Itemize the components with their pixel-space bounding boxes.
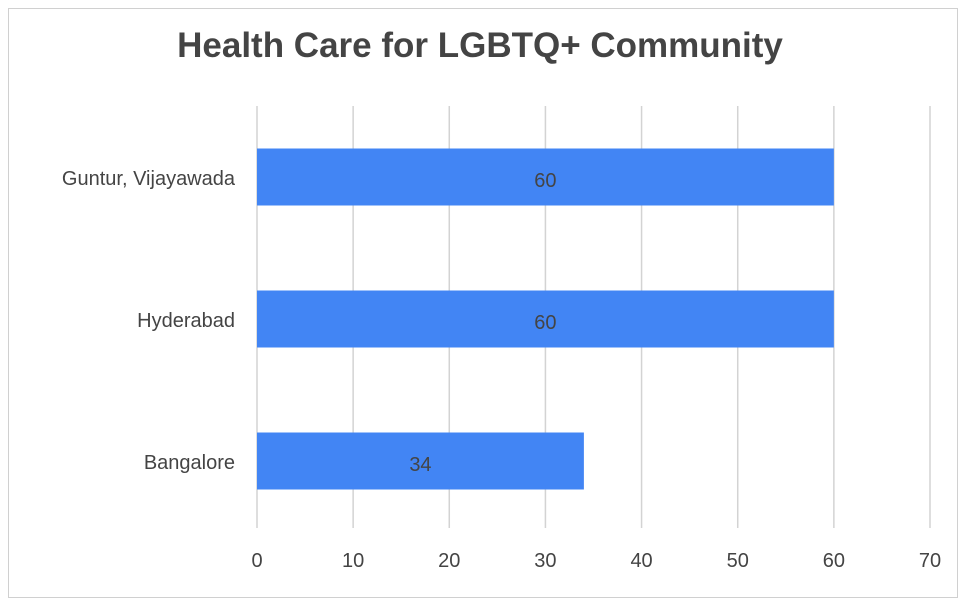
x-tick-label: 10: [342, 550, 364, 572]
x-tick-label: 70: [919, 550, 941, 572]
x-tick-label: 40: [630, 550, 652, 572]
bar: [257, 432, 584, 490]
bar-value-label: 60: [534, 312, 556, 334]
bar: [257, 290, 834, 348]
x-tick-label: 50: [727, 550, 749, 572]
x-tick-label: 60: [823, 550, 845, 572]
chart-title: Health Care for LGBTQ+ Community: [177, 26, 783, 65]
category-labels: Guntur, Vijayawada Hyderabad Bangalore: [62, 168, 236, 474]
x-axis-tick-labels: 0 10 20 30 40 50 60 70: [251, 550, 941, 572]
bar-value-label: 60: [534, 170, 556, 192]
category-label: Hyderabad: [137, 310, 235, 332]
bars: 60 60 34: [257, 148, 834, 490]
bar: [257, 148, 834, 206]
x-tick-label: 0: [251, 550, 262, 572]
category-label: Guntur, Vijayawada: [62, 168, 236, 190]
category-label: Bangalore: [144, 452, 235, 474]
bar-value-label: 34: [409, 454, 431, 476]
x-tick-label: 30: [534, 550, 556, 572]
x-tick-label: 20: [438, 550, 460, 572]
bar-chart: 60 60 34 Guntur, Vijayawada Hyderabad Bangal…: [62, 106, 941, 572]
